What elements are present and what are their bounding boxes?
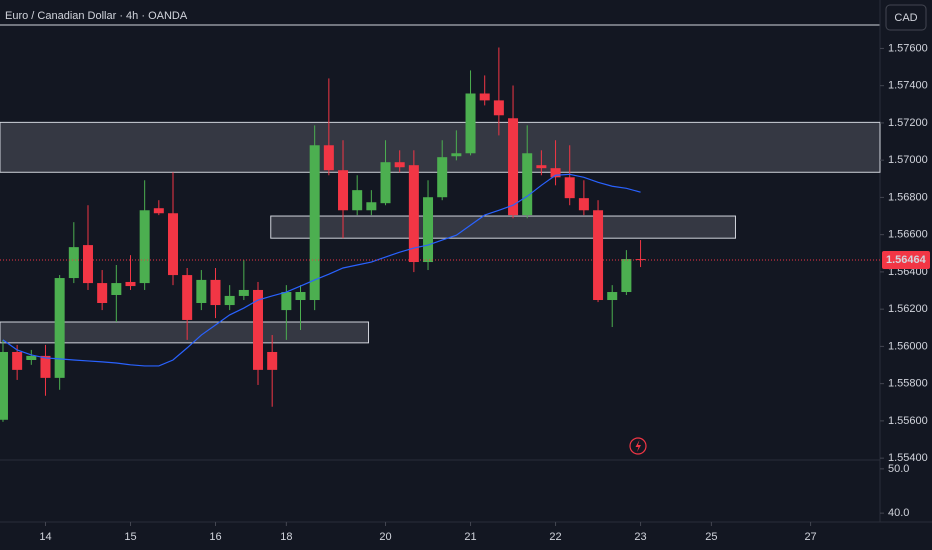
candle-body xyxy=(451,153,462,157)
candle-body xyxy=(394,162,405,168)
x-tick-label: 18 xyxy=(280,531,292,543)
candle-body xyxy=(423,197,434,263)
candle-body xyxy=(196,279,207,304)
currency-button[interactable] xyxy=(885,4,927,31)
candle-body xyxy=(338,170,349,211)
chart-title: Euro / Canadian Dollar · 4h · OANDA xyxy=(5,10,188,22)
candle-body xyxy=(607,292,618,301)
y-tick-label: 1.55800 xyxy=(888,378,928,390)
zone xyxy=(0,321,370,344)
candle-body xyxy=(68,247,79,279)
candle-body xyxy=(295,292,306,301)
y-tick-label: 1.55400 xyxy=(888,452,928,464)
candle-body xyxy=(210,279,221,306)
currency-button-label[interactable]: CAD xyxy=(894,12,917,24)
candle-body xyxy=(578,198,589,211)
x-tick-label: 20 xyxy=(379,531,391,543)
candle-body xyxy=(408,165,419,263)
candle-body xyxy=(167,213,178,276)
zone xyxy=(270,215,736,239)
candle-body xyxy=(380,162,391,204)
candle-body xyxy=(139,210,150,284)
candle-body xyxy=(352,190,363,211)
candle-body xyxy=(366,202,377,211)
y-tick-label: 1.57400 xyxy=(888,80,928,92)
candle-body xyxy=(323,145,334,171)
indicator-tick-label: 50.0 xyxy=(888,463,909,475)
candle-body xyxy=(309,145,320,301)
candle-body xyxy=(111,283,122,295)
candle-body xyxy=(253,289,264,370)
candle-body xyxy=(40,355,51,378)
candle-body xyxy=(153,208,164,214)
x-tick-label: 27 xyxy=(804,531,816,543)
candle-body xyxy=(182,275,193,320)
candle-body xyxy=(479,93,490,101)
candle-body xyxy=(621,259,632,293)
y-tick-label: 1.56000 xyxy=(888,340,928,352)
lightning-icon[interactable] xyxy=(629,437,647,455)
candle-body xyxy=(12,351,23,370)
y-tick-label: 1.55600 xyxy=(888,415,928,427)
x-tick-label: 22 xyxy=(549,531,561,543)
last-price-badge xyxy=(882,250,930,269)
y-tick-label: 1.57000 xyxy=(888,154,928,166)
candle-body xyxy=(437,157,448,198)
candle-body xyxy=(493,100,504,116)
candle-body xyxy=(564,177,575,199)
x-tick-label: 15 xyxy=(124,531,136,543)
x-tick-label: 14 xyxy=(39,531,51,543)
candle-body xyxy=(508,118,519,216)
candle-body xyxy=(26,355,37,360)
candle-body xyxy=(281,292,292,311)
candle-body xyxy=(635,259,646,261)
candle-body xyxy=(593,210,604,301)
candle-body xyxy=(267,351,278,370)
x-tick-label: 16 xyxy=(209,531,221,543)
x-tick-label: 25 xyxy=(705,531,717,543)
y-tick-label: 1.57200 xyxy=(888,117,928,129)
x-tick-label: 23 xyxy=(634,531,646,543)
moving-average xyxy=(2,173,641,367)
candle-body xyxy=(125,281,136,287)
candle-body xyxy=(82,245,93,284)
y-tick-label: 1.56200 xyxy=(888,303,928,315)
indicator-tick-label: 40.0 xyxy=(888,507,909,519)
y-tick-label: 1.56600 xyxy=(888,229,928,241)
last-price-label: 1.56464 xyxy=(886,254,927,266)
y-tick-label: 1.57600 xyxy=(888,42,928,54)
candle-body xyxy=(465,93,476,154)
candle-body xyxy=(522,153,533,216)
candle-body xyxy=(238,289,249,296)
y-tick-label: 1.56800 xyxy=(888,191,928,203)
candle-body xyxy=(224,295,235,306)
candle-body xyxy=(0,351,8,420)
candle-body xyxy=(54,278,65,378)
x-tick-label: 21 xyxy=(464,531,476,543)
candle-body xyxy=(97,283,108,304)
candle-body xyxy=(536,165,547,169)
candle-body xyxy=(550,168,561,178)
